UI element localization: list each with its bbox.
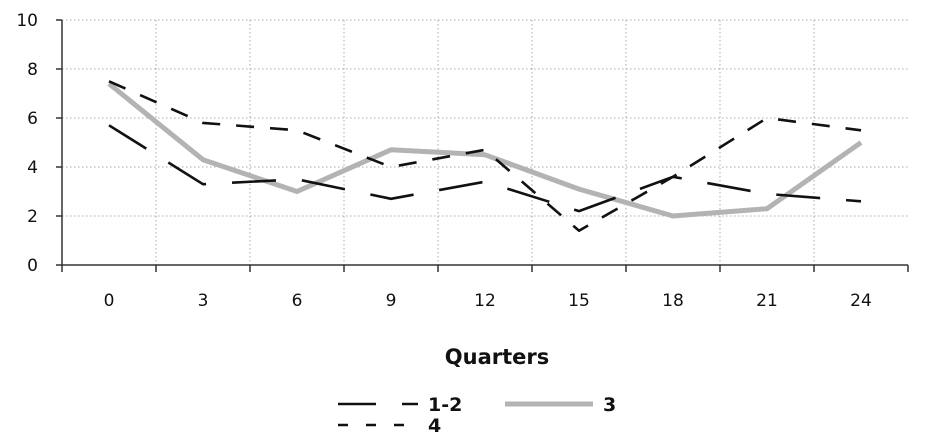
y-tick-label: 0 <box>27 256 38 276</box>
legend: 1-2 3 4 <box>338 394 616 437</box>
grid <box>62 19 908 265</box>
x-tick-label: 18 <box>662 291 684 311</box>
x-axis-title: Quarters <box>445 345 549 369</box>
series-lines <box>107 80 863 232</box>
x-tick-label: 6 <box>292 291 303 311</box>
x-tick-label: 12 <box>474 291 496 311</box>
axes <box>56 19 909 272</box>
x-tick-label: 15 <box>568 291 590 311</box>
legend-label-4: 4 <box>428 415 441 437</box>
legend-label-3: 3 <box>603 394 616 416</box>
y-tick-label: 6 <box>27 109 38 129</box>
y-tick-label: 10 <box>16 11 38 31</box>
x-tick-label: 24 <box>850 291 872 311</box>
y-tick-label: 8 <box>27 60 38 80</box>
x-tick-label: 0 <box>104 291 115 311</box>
x-tick-label: 3 <box>198 291 209 311</box>
y-tick-label: 4 <box>27 158 38 178</box>
y-tick-label: 2 <box>27 207 38 227</box>
legend-label-1-2: 1-2 <box>428 394 462 416</box>
series-line-1-2 <box>108 124 862 213</box>
x-tick-label: 9 <box>386 291 397 311</box>
series-line-3 <box>107 81 863 219</box>
x-tick-label: 21 <box>756 291 778 311</box>
